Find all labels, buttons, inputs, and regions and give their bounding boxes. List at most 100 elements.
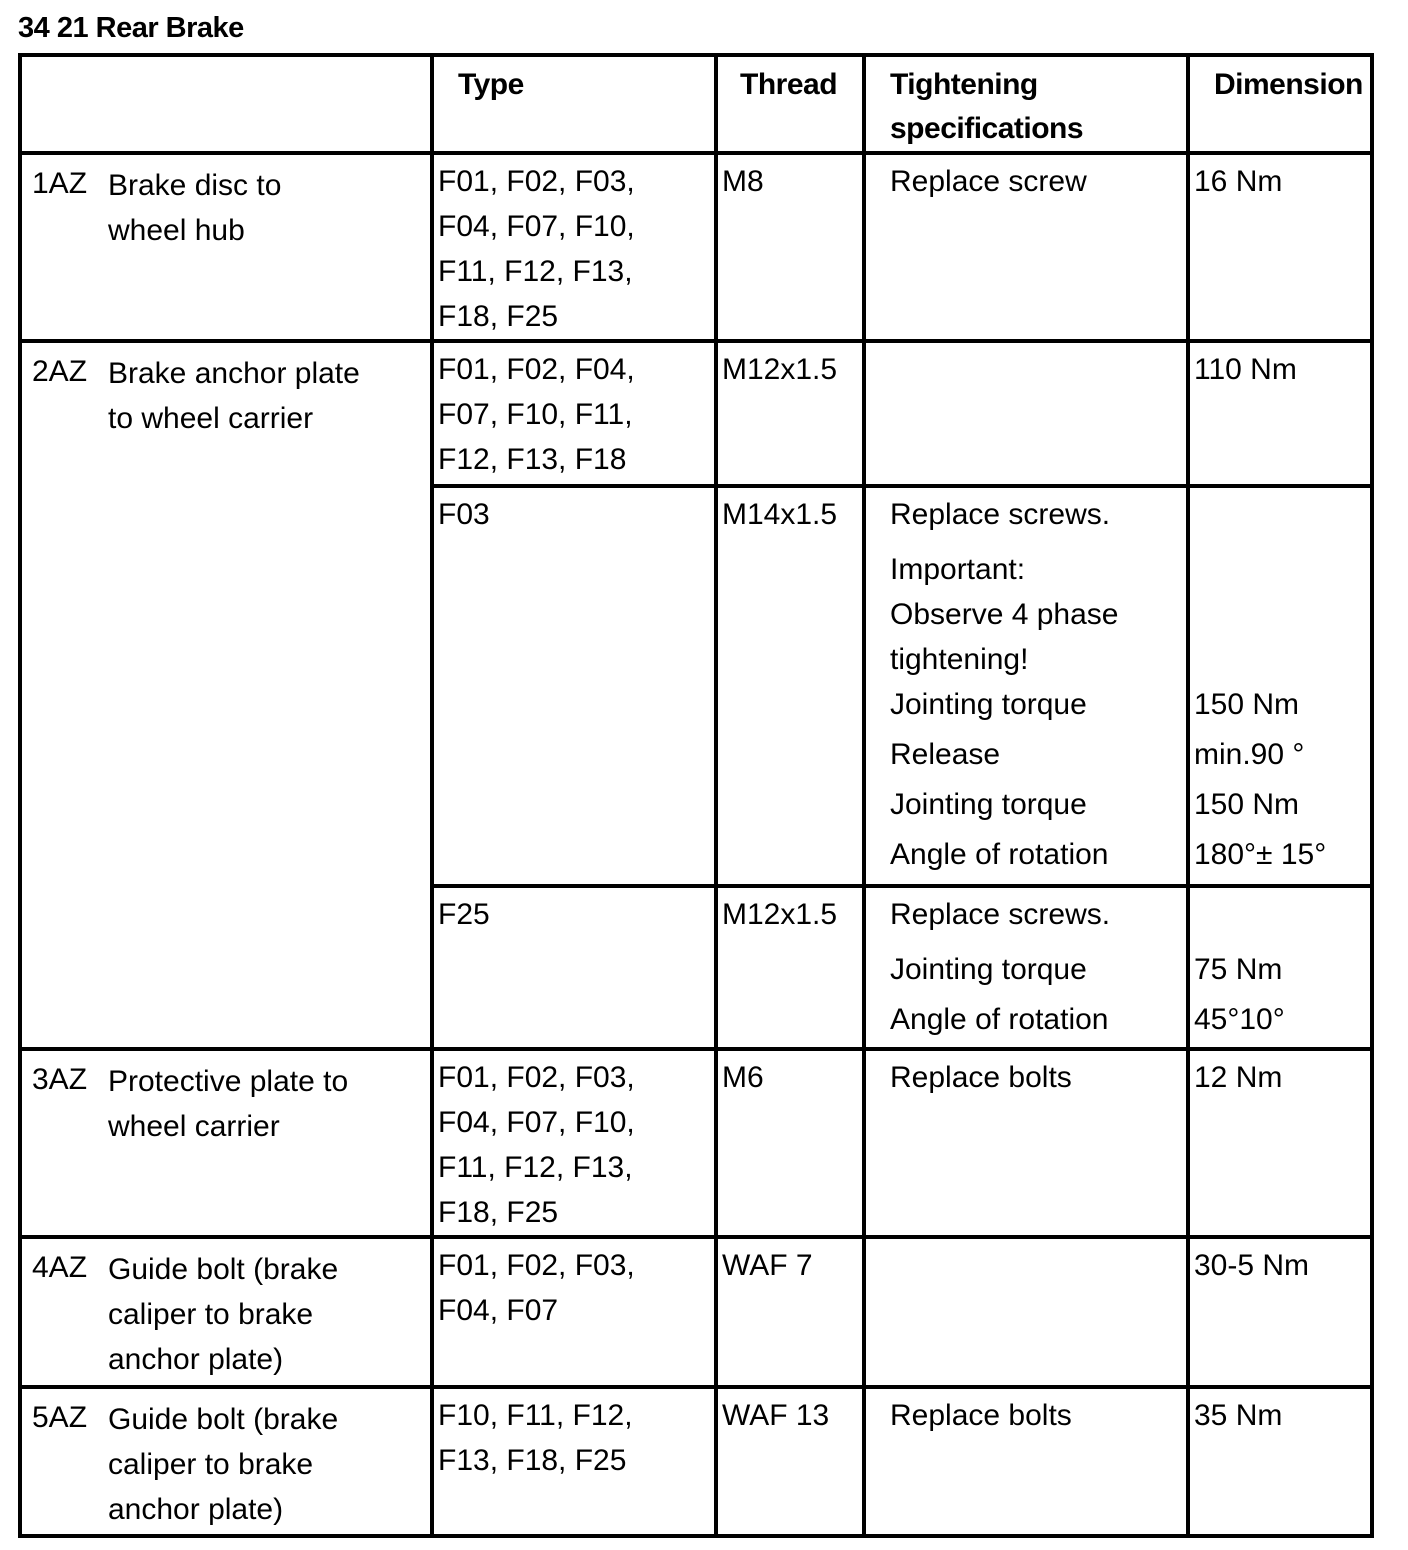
- text-line: 16 Nm: [1194, 165, 1283, 198]
- dimension-cell: 30-5 Nm: [1186, 1235, 1374, 1389]
- spec-cell: Replace screws. Jointing torque Angle of r…: [862, 884, 1190, 1051]
- text-line: F01, F02, F03,: [438, 1061, 635, 1094]
- text-line: F04, F07: [438, 1294, 559, 1327]
- text-line: Angle of rotation: [890, 838, 1109, 871]
- text-line: caliper to brake: [108, 1298, 314, 1331]
- table-row: 4AZ Guide bolt (brake caliper to brake anch…: [18, 1235, 1374, 1389]
- spec-cell: Replace screw: [862, 151, 1190, 343]
- thread-cell: WAF 13: [714, 1385, 866, 1538]
- text-line: Brake anchor plate: [108, 357, 360, 390]
- text-line: 180°± 15°: [1194, 838, 1327, 871]
- dimension-cell: 16 Nm: [1186, 151, 1374, 343]
- text-line: 150 Nm: [1194, 688, 1300, 721]
- text-line: [1194, 592, 1368, 637]
- item-cell: 5AZ Guide bolt (brake caliper to brake anch…: [18, 1385, 434, 1538]
- header-thread: Thread: [714, 53, 866, 155]
- text-line: anchor plate): [108, 1493, 284, 1526]
- text-line: Replace bolts: [890, 1061, 1072, 1094]
- text-line: tightening!: [890, 643, 1029, 676]
- spec-cell: [862, 339, 1190, 488]
- thread-cell: M6: [714, 1047, 866, 1239]
- table-row: F25 M12x1.5 Replace screws. Jointing torque…: [20, 884, 1374, 1051]
- table-row: 5AZ Guide bolt (brake caliper to brake anch…: [18, 1385, 1374, 1538]
- text-line: F11, F12, F13,: [438, 1151, 633, 1184]
- text-line: [1194, 492, 1368, 547]
- text-line: Important:: [890, 553, 1026, 586]
- header-blank: [18, 53, 434, 155]
- text-line: F07, F10, F11,: [438, 398, 633, 431]
- text-line: F13, F18, F25: [438, 1444, 627, 1477]
- text-line: F04, F07, F10,: [438, 1106, 635, 1139]
- header-spec-line1: Tightening: [890, 68, 1038, 101]
- text-line: F11, F12, F13,: [438, 255, 633, 288]
- item-code: 2AZ: [32, 355, 88, 388]
- dimension-cell: 75 Nm 45°10°: [1186, 884, 1374, 1051]
- text-line: Jointing torque: [890, 688, 1087, 721]
- text-line: Jointing torque: [890, 788, 1087, 821]
- thread-cell: M12x1.5: [714, 339, 866, 488]
- text-line: min.90 °: [1194, 738, 1305, 771]
- item-cell: 4AZ Guide bolt (brake caliper to brake anch…: [18, 1235, 434, 1389]
- item-cell: 1AZ Brake disc to wheel hub: [18, 151, 434, 343]
- header-spec-line2: specifications: [890, 112, 1084, 145]
- header-thread-label: Thread: [740, 68, 838, 101]
- table-row: 1AZ Brake disc to wheel hub F01, F02, F03, F…: [18, 151, 1374, 343]
- type-cell: F10, F11, F12, F13, F18, F25: [430, 1385, 718, 1538]
- text-line: Angle of rotation: [890, 1003, 1109, 1036]
- table-row: 2AZ Brake anchor plate to wheel carrier F01…: [18, 339, 1374, 1051]
- header-row: Type Thread Tightening specifications Dim…: [18, 53, 1374, 155]
- text-line: 110 Nm: [1194, 353, 1297, 386]
- item-code: 3AZ: [32, 1063, 88, 1096]
- text-line: [1194, 547, 1368, 592]
- text-line: F01, F02, F03,: [438, 1249, 635, 1282]
- dimension-cell: 35 Nm: [1186, 1385, 1374, 1538]
- type-cell: F25: [430, 884, 718, 1051]
- header-type: Type: [430, 53, 718, 155]
- dimension-cell: 110 Nm: [1186, 339, 1374, 488]
- text-line: Observe 4 phase: [890, 598, 1119, 631]
- thread-cell: M8: [714, 151, 866, 343]
- text-line: F25: [438, 898, 490, 931]
- thread-cell: WAF 7: [714, 1235, 866, 1389]
- spec-cell: Replace bolts: [862, 1047, 1190, 1239]
- text-line: Replace screw: [890, 165, 1087, 198]
- text-line: Jointing torque: [890, 953, 1087, 986]
- text-line: F04, F07, F10,: [438, 210, 635, 243]
- text-line: 75 Nm: [1194, 953, 1283, 986]
- text-line: F01, F02, F03,: [438, 165, 635, 198]
- text-line: 45°10°: [1194, 1003, 1285, 1036]
- item-code: 4AZ: [32, 1251, 88, 1284]
- text-line: F03: [438, 498, 490, 531]
- item-code: 5AZ: [32, 1401, 88, 1434]
- text-line: Replace screws.: [890, 498, 1111, 531]
- item-code: 1AZ: [32, 167, 88, 200]
- dimension-cell: 150 Nm min.90 ° 150 Nm 180°± 15°: [1186, 484, 1374, 888]
- text-line: Replace screws.: [890, 898, 1111, 931]
- document-title: 34 21 Rear Brake: [18, 12, 244, 44]
- spec-cell: Replace screws. Important: Observe 4 phase…: [862, 484, 1190, 888]
- text-line: [1194, 637, 1368, 682]
- text-line: F01, F02, F04,: [438, 353, 635, 386]
- spec-cell: Replace bolts: [862, 1385, 1190, 1538]
- table-row: F03 M14x1.5 Replace screws. Important: Obser…: [20, 484, 1374, 888]
- text-line: wheel hub: [108, 214, 245, 247]
- text-line: F18, F25: [438, 1196, 559, 1229]
- text-line: 35 Nm: [1194, 1399, 1283, 1432]
- text-line: Release: [890, 738, 1001, 771]
- torque-spec-table: Type Thread Tightening specifications Dim…: [18, 53, 1374, 1538]
- item-cell: 3AZ Protective plate to wheel carrier: [18, 1047, 434, 1239]
- header-spec: Tightening specifications: [862, 53, 1190, 155]
- text-line: 150 Nm: [1194, 788, 1300, 821]
- text-line: Protective plate to: [108, 1065, 349, 1098]
- thread-cell: M12x1.5: [714, 884, 866, 1051]
- type-cell: F01, F02, F03, F04, F07: [430, 1235, 718, 1389]
- text-line: Brake disc to: [108, 169, 282, 202]
- text-line: 30-5 Nm: [1194, 1249, 1310, 1282]
- table-row: 3AZ Protective plate to wheel carrier F01, …: [18, 1047, 1374, 1239]
- type-cell: F01, F02, F04, F07, F10, F11, F12, F13, F1…: [430, 339, 718, 488]
- text-line: Guide bolt (brake: [108, 1403, 339, 1436]
- type-cell: F01, F02, F03, F04, F07, F10, F11, F12, F1…: [430, 151, 718, 343]
- item-cell: 2AZ Brake anchor plate to wheel carrier: [18, 339, 434, 1051]
- text-line: 12 Nm: [1194, 1061, 1283, 1094]
- type-cell: F03: [430, 484, 718, 888]
